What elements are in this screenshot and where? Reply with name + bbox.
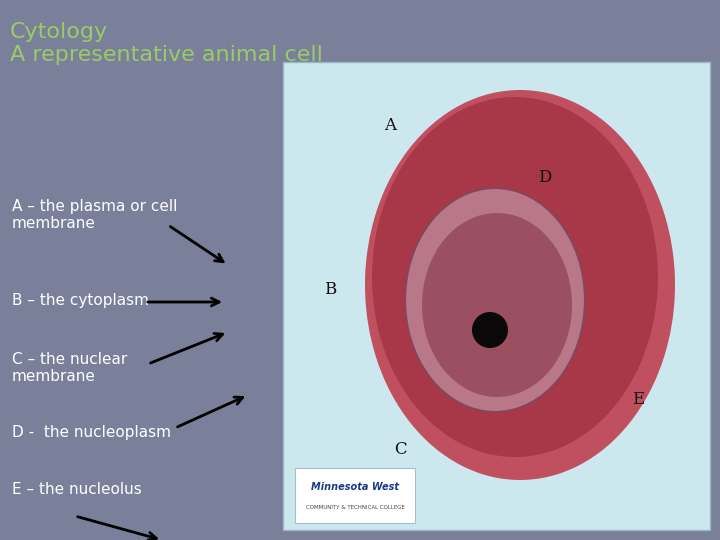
Text: Minnesota West: Minnesota West [311, 482, 399, 492]
Ellipse shape [405, 188, 585, 412]
Bar [283, 62, 710, 530]
Circle shape [472, 312, 508, 348]
Text: Cytology: Cytology [10, 22, 108, 42]
Text: C: C [394, 442, 406, 458]
Text: D: D [539, 170, 552, 186]
Ellipse shape [365, 90, 675, 480]
Ellipse shape [372, 97, 658, 457]
Text: A representative animal cell: A representative animal cell [10, 45, 323, 65]
Text: E: E [632, 392, 644, 408]
Bar [295, 468, 415, 523]
Ellipse shape [422, 213, 572, 397]
Text: C – the nuclear
membrane: C – the nuclear membrane [12, 352, 127, 384]
Text: A: A [384, 117, 396, 133]
Text: B – the cytoplasm: B – the cytoplasm [12, 293, 149, 307]
Text: A – the plasma or cell
membrane: A – the plasma or cell membrane [12, 199, 177, 231]
Text: D -  the nucleoplasm: D - the nucleoplasm [12, 424, 171, 440]
Text: E – the nucleolus: E – the nucleolus [12, 483, 142, 497]
Text: COMMUNITY & TECHNICAL COLLEGE: COMMUNITY & TECHNICAL COLLEGE [305, 505, 405, 510]
Text: B: B [324, 281, 336, 299]
